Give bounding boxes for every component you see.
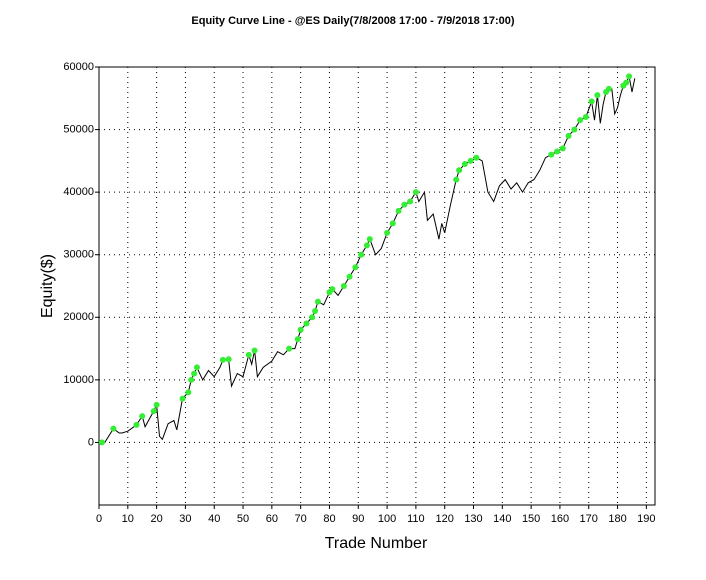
new-high-marker — [358, 251, 365, 258]
new-high-marker — [548, 151, 555, 158]
x-tick-label: 40 — [208, 513, 220, 525]
new-high-marker — [294, 336, 301, 343]
equity-line — [101, 74, 636, 443]
new-high-marker — [312, 308, 319, 315]
new-high-marker — [582, 114, 589, 121]
x-tick-label: 10 — [122, 513, 134, 525]
x-tick-label: 180 — [608, 513, 626, 525]
new-high-marker — [314, 298, 321, 305]
y-tick-label: 50000 — [63, 123, 94, 135]
new-high-marker — [153, 401, 160, 408]
y-tick-label: 20000 — [63, 311, 94, 323]
new-high-marker — [139, 413, 146, 420]
new-high-marker — [473, 154, 480, 161]
x-tick-label: 170 — [580, 513, 598, 525]
new-high-marker — [577, 117, 584, 124]
x-tick-label: 160 — [551, 513, 569, 525]
new-high-marker — [395, 207, 402, 214]
x-tick-label: 0 — [96, 513, 102, 525]
new-high-marker — [467, 157, 474, 164]
new-high-marker — [251, 347, 258, 354]
y-tick-label: 40000 — [63, 186, 94, 198]
new-high-marker — [309, 314, 316, 321]
new-high-marker — [98, 439, 105, 446]
new-high-marker — [623, 79, 630, 86]
new-high-marker — [565, 132, 572, 139]
new-high-marker — [150, 408, 157, 415]
x-tick-label: 30 — [179, 513, 191, 525]
x-tick-label: 190 — [637, 513, 655, 525]
new-high-marker — [453, 176, 460, 183]
new-high-marker — [225, 356, 232, 363]
new-high-marker — [389, 220, 396, 227]
new-high-marker — [366, 236, 373, 243]
x-tick-label: 90 — [352, 513, 364, 525]
new-high-marker — [571, 126, 578, 133]
x-tick-label: 150 — [522, 513, 540, 525]
y-tick-label: 60000 — [63, 61, 94, 73]
new-high-marker — [461, 160, 468, 167]
new-high-marker — [626, 73, 633, 80]
new-high-marker — [110, 425, 117, 432]
new-high-marker — [363, 242, 370, 249]
plot-frame — [98, 66, 656, 506]
x-tick-label: 120 — [436, 513, 454, 525]
new-high-marker — [588, 98, 595, 105]
new-high-marker — [340, 283, 347, 289]
x-tick-label: 100 — [378, 513, 396, 525]
new-high-marker — [303, 320, 310, 327]
x-tick-label: 60 — [266, 513, 278, 525]
new-high-marker — [185, 389, 192, 396]
new-high-marker — [352, 264, 359, 271]
y-tick-label: 30000 — [63, 249, 94, 261]
y-axis-label: Equity($) — [39, 254, 56, 318]
y-tick-label: 0 — [88, 436, 94, 448]
new-high-marker — [559, 145, 566, 152]
new-high-marker — [407, 198, 414, 205]
new-high-marker — [297, 326, 304, 333]
x-tick-label: 70 — [295, 513, 307, 525]
new-high-marker — [179, 395, 186, 402]
x-tick-label: 20 — [150, 513, 162, 525]
new-high-marker — [286, 345, 293, 352]
new-high-marker — [191, 370, 198, 377]
new-high-marker — [384, 229, 391, 236]
new-high-marker — [594, 92, 601, 99]
x-axis-label: Trade Number — [325, 535, 428, 552]
new-high-marker — [219, 356, 226, 363]
new-high-marker — [133, 421, 140, 428]
x-tick-label: 110 — [407, 513, 425, 525]
new-high-marker — [193, 364, 200, 371]
new-high-marker — [605, 85, 612, 92]
new-high-marker — [554, 148, 561, 155]
new-high-marker — [412, 189, 419, 196]
y-tick-label: 10000 — [63, 374, 94, 386]
x-tick-label: 140 — [493, 513, 511, 525]
x-tick-label: 130 — [464, 513, 482, 525]
x-tick-label: 80 — [323, 513, 335, 525]
chart-title: Equity Curve Line - @ES Daily(7/8/2008 1… — [191, 15, 514, 27]
new-high-marker — [188, 376, 195, 383]
new-high-marker — [245, 351, 252, 358]
x-tick-label: 50 — [237, 513, 249, 525]
new-high-marker — [329, 286, 336, 293]
new-high-marker — [456, 167, 463, 174]
new-high-marker — [401, 201, 408, 208]
new-high-marker — [346, 273, 353, 280]
